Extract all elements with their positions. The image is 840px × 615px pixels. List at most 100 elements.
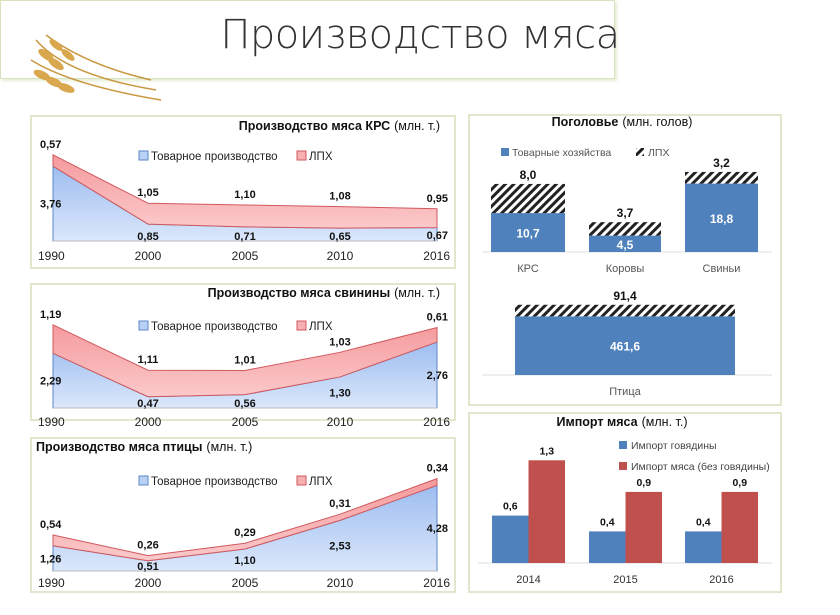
poultry-legend-commercial: Товарное производство [151,476,278,488]
poultry-label-private-0: 0,54 [40,519,62,531]
beef-label-private-2: 1,10 [234,189,255,201]
import-label-beef-1: 0,4 [600,516,615,528]
livestock-label-private-2: 3,2 [713,156,730,170]
pork-label-commercial-0: 2,29 [40,376,61,388]
livestock-bar-private-1 [589,222,661,236]
poultry-title: Производство мяса птицы (млн. т.) [36,440,252,454]
import-legend-other: Импорт мяса (без говядины) [631,461,770,473]
beef-label-commercial-3: 0,65 [329,231,350,243]
pork-area-private [52,324,438,398]
livestock-label-private-1: 3,7 [617,206,634,220]
beef-x-tick-1: 2000 [135,249,162,263]
poultry-area-private [52,477,438,562]
livestock-legend-swatch-commercial [501,148,509,156]
beef-legend-swatch-commercial [138,150,149,161]
slide-title-box: Производство мяса [0,0,620,79]
import-label-other-1: 0,9 [636,477,651,489]
livestock-x-tick-3: Птица [609,386,641,398]
livestock-label-commercial-1: 4,5 [617,238,634,252]
wheat-decoration [26,30,166,112]
beef-label-private-3: 1,08 [329,191,350,203]
livestock-x-tick-0: КРС [517,263,539,275]
pork-legend-private: ЛПХ [309,321,333,333]
beef-label-commercial-0: 3,76 [40,199,61,211]
livestock-bar-commercial-1 [589,235,661,252]
livestock-label-commercial-3: 461,6 [610,340,640,354]
beef-x-tick-2: 2005 [232,249,259,263]
poultry-label-private-1: 0,26 [137,540,158,552]
import-bar-beef-1 [589,531,626,563]
livestock-legend-swatch-private [636,148,644,156]
pork-label-commercial-2: 0,56 [234,398,255,410]
import-legend-swatch-other [619,462,627,470]
beef-x-tick-0: 1990 [38,249,65,263]
import-title-text: Импорт мяса [557,415,639,429]
poultry-label-private-4: 0,34 [427,463,449,475]
beef-label-commercial-4: 0,67 [427,230,448,242]
beef-x-tick-3: 2010 [327,249,354,263]
livestock-legend-commercial: Товарные хозяйства [512,147,611,159]
import-bar-beef-2 [685,531,722,563]
beef-legend-swatch-private [296,150,307,161]
livestock-title-unit: (млн. голов) [622,115,692,129]
livestock-title: Поголовье (млн. голов) [552,115,693,129]
beef-x-tick-4: 2016 [423,249,450,263]
pork-legend-swatch-commercial [138,320,149,331]
poultry-label-private-3: 0,31 [329,498,350,510]
livestock-label-private-3: 91,4 [613,289,637,303]
import-label-beef-2: 0,4 [696,516,711,528]
import-x-tick-1: 2015 [613,574,637,586]
pork-title: Производство мяса свинины (млн. т.) [208,286,440,300]
livestock-x-tick-2: Свиньи [703,263,741,275]
poultry-label-commercial-2: 1,10 [234,555,255,567]
pork-x-tick-4: 2016 [423,415,450,429]
poultry-legend-swatch-commercial [138,475,149,486]
livestock-bar-private-2 [685,171,758,184]
pork-legend-commercial: Товарное производство [151,321,278,333]
livestock-bar-commercial-0 [491,213,565,252]
pork-x-tick-2: 2005 [232,415,259,429]
beef-area-private [52,154,438,229]
pork-title-text: Производство мяса свинины [208,286,390,300]
poultry-x-tick-0: 1990 [38,576,65,590]
livestock-bar-private-0 [491,183,565,214]
import-bar-beef-0 [492,515,529,563]
beef-legend-commercial: Товарное производство [151,151,278,163]
import-label-beef-0: 0,6 [503,501,518,513]
beef-title-text: Производство мяса КРС [239,119,390,133]
livestock-label-commercial-2: 18,8 [710,212,734,226]
livestock-bar-private-3 [515,304,735,317]
poultry-label-commercial-3: 2,53 [329,541,350,553]
beef-label-private-0: 0,57 [40,139,61,151]
livestock-title-text: Поголовье [552,115,619,129]
livestock-x-tick-1: Коровы [606,263,645,275]
poultry-label-private-2: 0,29 [234,527,255,539]
livestock-bar-commercial-3 [515,316,735,375]
poultry-label-commercial-0: 1,26 [40,553,61,565]
poultry-label-commercial-4: 4,28 [427,523,448,535]
beef-area-commercial [52,165,438,242]
pork-x-tick-3: 2010 [327,415,354,429]
import-x-tick-2: 2016 [709,574,733,586]
pork-label-private-1: 1,11 [138,354,159,366]
import-label-other-0: 1,3 [539,445,554,457]
import-label-other-2: 0,9 [732,477,747,489]
poultry-x-tick-3: 2010 [327,576,354,590]
pork-label-commercial-4: 2,76 [427,370,448,382]
import-legend-beef: Импорт говядины [631,440,717,452]
import-title-unit: (млн. т.) [642,415,688,429]
import-bar-other-2 [721,491,758,563]
import-legend-swatch-beef [619,441,627,449]
beef-title: Производство мяса КРС (млн. т.) [239,119,440,133]
livestock-label-private-0: 8,0 [520,168,537,182]
import-bar-other-0 [528,460,565,563]
poultry-x-tick-4: 2016 [423,576,450,590]
poultry-x-tick-1: 2000 [135,576,162,590]
import-title: Импорт мяса (млн. т.) [557,415,688,429]
livestock-legend-private: ЛПХ [648,147,669,159]
poultry-title-text: Производство мяса птицы [36,440,202,454]
pork-x-tick-1: 2000 [135,415,162,429]
beef-label-private-1: 1,05 [137,187,158,199]
beef-legend-private: ЛПХ [309,151,333,163]
